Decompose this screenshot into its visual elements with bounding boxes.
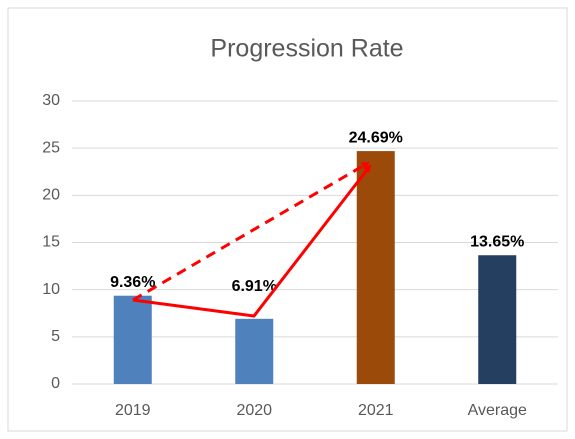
y-tick-label: 20 (42, 187, 60, 204)
value-label: 24.69% (349, 129, 403, 146)
y-tick-label: 25 (42, 139, 60, 156)
x-tick-label: Average (468, 402, 527, 419)
arrow-dashed (132, 161, 370, 302)
y-tick-label: 10 (42, 281, 60, 298)
bar (113, 295, 152, 384)
y-tick-label: 30 (42, 92, 60, 109)
value-label: 13.65% (470, 233, 524, 250)
chart-title: Progression Rate (210, 35, 403, 63)
bar (235, 318, 274, 384)
y-tick-label: 0 (51, 375, 60, 392)
bar (356, 151, 395, 384)
y-tick-label: 15 (42, 234, 60, 251)
x-tick-label: 2021 (358, 402, 394, 419)
bar (478, 255, 517, 384)
arrow-solid (132, 164, 372, 318)
chart-border (7, 7, 568, 432)
plot: 0 5 10 15 20 25 30 2019 9.36% 2020 6.91% 2021 24.69%… (42, 92, 558, 419)
x-tick-label: 2019 (115, 402, 151, 419)
x-tick-label: 2020 (236, 402, 272, 419)
value-label: 9.36% (110, 274, 155, 291)
value-label: 6.91% (232, 278, 277, 295)
y-tick-label: 5 (51, 328, 60, 345)
